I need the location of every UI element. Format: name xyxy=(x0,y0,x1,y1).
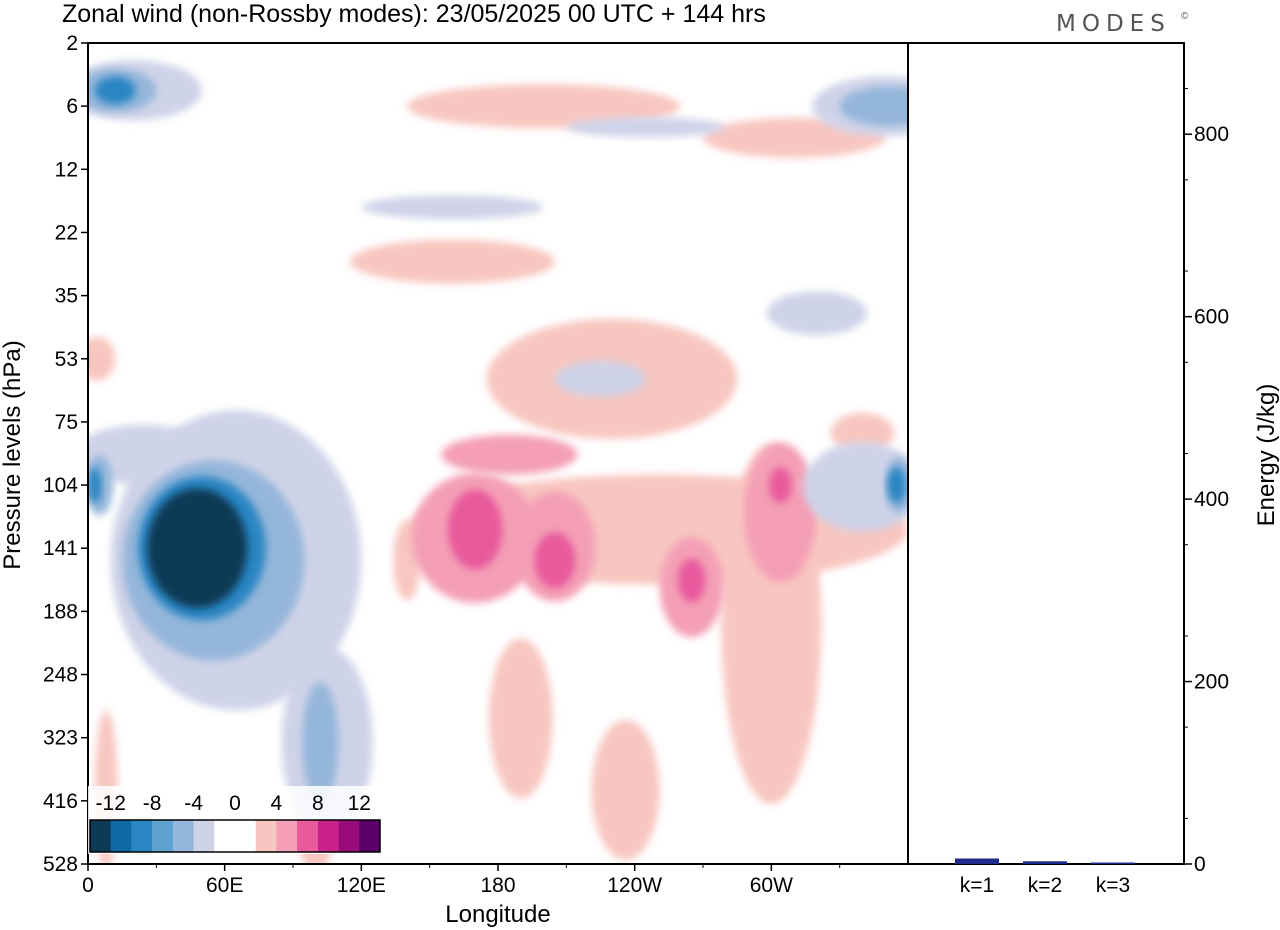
contour-region xyxy=(488,638,553,799)
contour-region xyxy=(887,467,906,504)
colorbar-label: -12 xyxy=(96,792,126,815)
contour-region xyxy=(591,720,660,860)
x-axis-label: Longitude xyxy=(445,901,550,928)
y-tick-label: 104 xyxy=(43,474,78,497)
colorbar-swatch xyxy=(235,820,257,852)
x-tick-label: 60E xyxy=(206,874,243,897)
colorbar-label: -4 xyxy=(184,792,203,815)
colorbar-swatch xyxy=(276,820,298,852)
contour-region xyxy=(769,467,792,504)
energy-tick-label: 400 xyxy=(1194,488,1229,511)
y-tick-label: 35 xyxy=(55,285,78,308)
colorbar-swatch xyxy=(110,820,132,852)
x-tick-label: 0 xyxy=(82,874,94,897)
contour-region xyxy=(147,488,248,609)
x-tick-label: 60W xyxy=(750,874,793,897)
y-tick-label: 6 xyxy=(66,95,78,118)
contour-region xyxy=(677,558,706,603)
colorbar-label: 4 xyxy=(271,792,283,815)
energy-tick-label: 600 xyxy=(1194,306,1229,329)
y-tick-label: 53 xyxy=(55,348,78,371)
colorbar-labels: -12 -8 -4 0 4 8 12 xyxy=(96,792,371,815)
y-tick-label: 141 xyxy=(43,537,78,560)
contour-region xyxy=(534,532,576,589)
energy-tick-label: 0 xyxy=(1194,853,1206,876)
y-axis-label: Pressure levels (hPa) xyxy=(0,340,26,569)
contour-region xyxy=(302,682,339,803)
colorbar-swatch xyxy=(338,820,360,852)
contour-region xyxy=(744,442,817,583)
contour-region xyxy=(766,291,868,336)
contour-region xyxy=(839,86,908,127)
y-tick-label: 12 xyxy=(55,158,78,181)
energy-tick-label: 200 xyxy=(1194,671,1229,694)
x-tick-label: 180 xyxy=(480,874,515,897)
heatmap-fields xyxy=(88,60,908,864)
contour-region xyxy=(447,489,503,570)
colorbar-label: 12 xyxy=(348,792,371,815)
colorbar-swatch xyxy=(90,820,112,852)
energy-bar xyxy=(955,858,999,864)
energy-bar xyxy=(1023,861,1067,864)
x-tick-label: 120E xyxy=(337,874,386,897)
energy-category-label: k=3 xyxy=(1096,874,1130,897)
y-tick-label: 2 xyxy=(66,32,78,55)
colorbar-swatch xyxy=(152,820,174,852)
x-axis-ticks: 0 60E 120E 180 120W 60W xyxy=(82,864,841,897)
colorbar-frame xyxy=(89,819,381,853)
contour-region xyxy=(88,336,116,381)
colorbar-swatch xyxy=(359,820,381,852)
y-tick-label: 248 xyxy=(43,664,78,687)
energy-category-label: k=2 xyxy=(1028,874,1062,897)
y-tick-label: 416 xyxy=(43,790,78,813)
colorbar-label: 0 xyxy=(229,792,241,815)
colorbar-swatch xyxy=(297,820,319,852)
energy-tick-label: 800 xyxy=(1194,123,1229,146)
energy-axis-label: Energy (J/kg) xyxy=(1253,384,1280,527)
contour-region xyxy=(566,117,726,138)
modes-logo: MODES xyxy=(1056,11,1171,37)
contour-region xyxy=(88,467,102,504)
y-tick-label: 528 xyxy=(43,853,78,876)
energy-bars: k=1 k=2 k=3 xyxy=(955,858,1135,897)
colorbar-swatch xyxy=(131,820,153,852)
contour-region xyxy=(349,239,555,284)
energy-bar xyxy=(1091,862,1135,864)
colorbar-swatch xyxy=(317,820,340,852)
energy-axis-ticks: 0 200 400 600 800 xyxy=(1184,88,1229,876)
chart-title: Zonal wind (non-Rossby modes): 23/05/202… xyxy=(62,0,766,28)
energy-category-label: k=1 xyxy=(960,874,994,897)
contour-region xyxy=(361,195,544,220)
contour-region xyxy=(441,434,578,475)
contour-region xyxy=(94,76,136,105)
colorbar-label: 8 xyxy=(312,792,324,815)
y-tick-label: 188 xyxy=(43,600,78,623)
y-axis-ticks: 2 6 12 22 35 53 75 104 141 188 248 323 416 528 xyxy=(43,32,88,876)
colorbar-label: -8 xyxy=(143,792,162,815)
y-tick-label: 22 xyxy=(55,221,78,244)
contour-region xyxy=(803,441,908,532)
contour-region xyxy=(406,84,681,129)
colorbar-swatch xyxy=(193,820,215,852)
colorbar xyxy=(88,786,382,854)
colorbar-swatch xyxy=(255,820,277,852)
colorbar-swatch xyxy=(214,820,236,852)
energy-panel-frame xyxy=(907,42,1185,865)
x-tick-label: 120W xyxy=(607,874,662,897)
contour-region xyxy=(554,360,647,397)
y-tick-label: 75 xyxy=(55,411,78,434)
y-tick-label: 323 xyxy=(43,727,78,750)
contour-region xyxy=(830,412,895,453)
colorbar-swatch xyxy=(172,820,195,852)
logo-mark: © xyxy=(1181,11,1189,22)
